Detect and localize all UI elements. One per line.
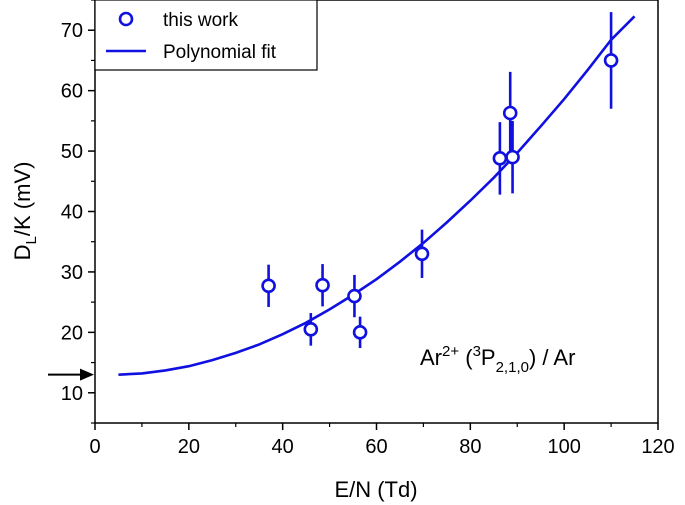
x-tick-label: 40	[272, 436, 294, 458]
y-axis-label-sub: L	[23, 236, 40, 244]
x-tick-label: 80	[459, 436, 481, 458]
x-tick-label: 20	[178, 436, 200, 458]
baseline-arrow	[48, 368, 94, 381]
data-point	[414, 246, 430, 262]
data-point	[315, 277, 330, 293]
annotation-rest: ) / Ar	[529, 345, 575, 370]
species-annotation: Ar2+ (3P2,1,0) / Ar	[420, 343, 575, 376]
y-axis-label-main: D	[10, 245, 35, 261]
annotation-multiplicity: 3	[473, 343, 481, 360]
data-point	[505, 149, 520, 165]
annotation-open: (	[459, 345, 473, 370]
x-tick-label: 0	[89, 436, 100, 458]
annotation-term: P	[481, 345, 496, 370]
x-tick-label: 100	[547, 436, 580, 458]
y-tick-labels: 10 20 30 40 50 60 70	[61, 20, 83, 405]
data-point	[303, 322, 319, 337]
data-points	[261, 53, 619, 340]
data-point	[492, 151, 508, 166]
legend-label-this-work: this work	[163, 10, 238, 31]
legend-box	[94, 0, 318, 71]
x-tick-labels: 0 20 40 60 80 100 120	[89, 436, 674, 458]
data-point	[603, 53, 619, 68]
annotation-base: Ar	[420, 345, 442, 370]
fit-curve	[118, 15, 636, 376]
legend-label-polynomial-fit: Polynomial fit	[163, 42, 277, 63]
y-axis-label-rest: /K (mV)	[10, 162, 35, 237]
data-point	[347, 288, 362, 304]
major-ticks	[88, 29, 659, 430]
y-axis-label: DL/K (mV)	[10, 162, 40, 261]
data-point	[352, 325, 368, 340]
x-axis-label: E/N (Td)	[334, 477, 417, 502]
legend: this work Polynomial fit	[94, 0, 318, 71]
data-point	[261, 278, 276, 294]
plot-frame	[94, 0, 659, 424]
y-tick-label: 70	[61, 20, 83, 42]
x-tick-label: 60	[365, 436, 387, 458]
y-tick-label: 30	[61, 262, 83, 284]
legend-marker-this-work	[118, 11, 134, 27]
y-tick-label: 10	[61, 383, 83, 405]
y-tick-label: 20	[61, 322, 83, 344]
x-tick-label: 120	[641, 436, 674, 458]
annotation-charge: 2+	[442, 343, 459, 360]
error-bars	[267, 12, 613, 349]
arrow-head	[80, 368, 94, 381]
annotation-levels: 2,1,0	[496, 359, 529, 376]
y-tick-label: 60	[61, 81, 83, 103]
y-tick-label: 50	[61, 141, 83, 163]
y-tick-label: 40	[61, 202, 83, 224]
data-point	[502, 105, 518, 121]
